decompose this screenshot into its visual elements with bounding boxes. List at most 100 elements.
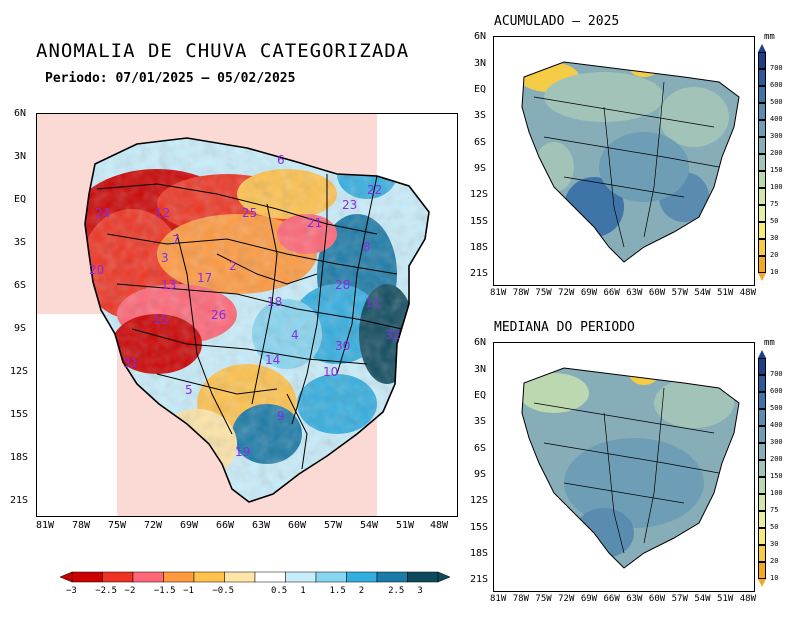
- lon-tick: 72W: [558, 288, 575, 298]
- colorbar-bottom-arrow: [758, 579, 766, 587]
- colorbar-cell: 100: [758, 171, 783, 191]
- colorbar-tick: 2.5: [388, 586, 405, 596]
- colorbar-cell: 100: [758, 477, 783, 497]
- lon-tick: 78W: [512, 288, 529, 298]
- colorbar-tick: 0.5: [270, 586, 288, 596]
- lat-tick: EQ: [474, 84, 487, 95]
- colorbar-tick: 2: [358, 586, 365, 596]
- basin-label: 24: [95, 206, 110, 220]
- basin-labels: 6 22 23 24 12 25 21 7 3 17 2 8 20 13 28 …: [89, 153, 400, 459]
- colorbar-cell: 75: [758, 188, 778, 208]
- colorbar-cell: [132, 571, 164, 583]
- basin-label: 20: [89, 263, 104, 277]
- colorbar-tick: 10: [770, 574, 779, 582]
- lat-tick: 12S: [470, 189, 489, 200]
- colorbar-tick: 700: [770, 64, 783, 72]
- colorbar-tick: 500: [770, 98, 783, 106]
- lat-tick: 6S: [474, 443, 487, 454]
- colorbar-tick: 30: [770, 234, 779, 242]
- lat-tick: 3N: [14, 151, 27, 162]
- basin-label: 18: [267, 295, 282, 309]
- lon-tick: 69W: [180, 520, 199, 531]
- main-map: 6 22 23 24 12 25 21 7 3 17 2 8 20 13 28 …: [36, 113, 458, 517]
- lat-tick: 21S: [10, 495, 29, 506]
- basin-label: 15: [153, 313, 168, 327]
- lon-tick: 63W: [626, 594, 643, 604]
- acumulado-lon-axis: 81W 78W 75W 72W 69W 66W 63W 60W 57W 54W …: [490, 288, 756, 298]
- lon-tick: 75W: [108, 520, 127, 531]
- basin-label: 12: [155, 206, 170, 220]
- lat-tick: 15S: [470, 216, 489, 227]
- colorbar-tick: 500: [770, 404, 783, 412]
- lon-tick: 48W: [739, 288, 756, 298]
- lat-tick: 6S: [14, 280, 27, 291]
- lon-tick: 75W: [535, 594, 552, 604]
- basin-label: 26: [211, 308, 226, 322]
- colorbar-tick: −2: [124, 586, 136, 596]
- colorbar-cell: 10: [758, 562, 778, 582]
- lon-tick: 63W: [626, 288, 643, 298]
- lon-tick: 69W: [580, 594, 598, 604]
- colorbar-tick: 600: [770, 387, 783, 395]
- lat-tick: EQ: [14, 194, 27, 205]
- lat-tick: 6N: [474, 31, 487, 42]
- lon-tick: 57W: [324, 520, 343, 531]
- lon-tick: 51W: [717, 288, 734, 298]
- colorbar-cell: 75: [758, 494, 778, 514]
- lat-tick: 3S: [474, 416, 487, 427]
- colorbar-tick: 75: [770, 200, 779, 208]
- basin-label: 5: [185, 383, 193, 397]
- colorbar-cell: [224, 571, 256, 583]
- colorbar-tick: −1.5: [153, 586, 176, 596]
- lat-tick: 21S: [470, 268, 489, 279]
- lat-tick: 15S: [10, 409, 29, 420]
- colorbar-cell: [254, 571, 286, 583]
- colorbar-cell: [102, 571, 134, 583]
- basin-label: 3: [161, 251, 169, 265]
- basin-label: 13: [161, 278, 176, 292]
- lon-tick: 78W: [512, 594, 529, 604]
- colorbar-tick: 30: [770, 540, 779, 548]
- lon-tick: 63W: [252, 520, 271, 531]
- lon-tick: 51W: [717, 594, 734, 604]
- colorbar-tick: 3: [417, 586, 423, 596]
- lon-tick: 66W: [603, 288, 620, 298]
- colorbar-cell: [163, 571, 195, 583]
- colorbar-tick: 700: [770, 370, 783, 378]
- colorbar-right-arrow: [437, 571, 450, 583]
- colorbar-cell: 30: [758, 528, 778, 548]
- colorbar-tick: 150: [770, 472, 783, 480]
- lon-tick: 60W: [648, 288, 666, 298]
- colorbar-cell: [285, 571, 317, 583]
- colorbar-cell: 150: [758, 460, 783, 480]
- lon-tick: 51W: [396, 520, 415, 531]
- basin-label: 7: [172, 233, 180, 247]
- lon-tick: 81W: [490, 288, 507, 298]
- colorbar-cell: [376, 571, 408, 583]
- colorbar-tick: 100: [770, 489, 783, 497]
- lon-tick: 72W: [144, 520, 163, 531]
- colorbar-tick: 600: [770, 81, 783, 89]
- lon-tick: 57W: [671, 288, 688, 298]
- colorbar-tick: 20: [770, 251, 779, 259]
- acumulado-unit: mm: [764, 32, 775, 42]
- colorbar-tick: −2.5: [95, 586, 117, 596]
- colorbar-cell: [71, 571, 103, 583]
- basin-label: 10: [323, 365, 338, 379]
- acumulado-title: ACUMULADO – 2025: [494, 14, 620, 29]
- basin-label: 30: [335, 339, 350, 353]
- colorbar-top-arrow: [758, 44, 766, 52]
- lon-tick: 48W: [430, 520, 449, 531]
- lat-tick: 3N: [474, 58, 487, 69]
- colorbar-cell: 150: [758, 154, 783, 174]
- lon-tick: 66W: [216, 520, 235, 531]
- lon-tick: 60W: [288, 520, 307, 531]
- lon-tick: 69W: [580, 288, 598, 298]
- anomaly-map-graphic: 6 22 23 24 12 25 21 7 3 17 2 8 20 13 28 …: [37, 114, 457, 516]
- anomaly-colorbar: [60, 571, 450, 583]
- lat-tick: 18S: [470, 242, 489, 253]
- basin-label: 22: [367, 183, 382, 197]
- colorbar-cell: 200: [758, 137, 783, 157]
- colorbar-tick: 75: [770, 506, 779, 514]
- colorbar-cell: 30: [758, 222, 778, 242]
